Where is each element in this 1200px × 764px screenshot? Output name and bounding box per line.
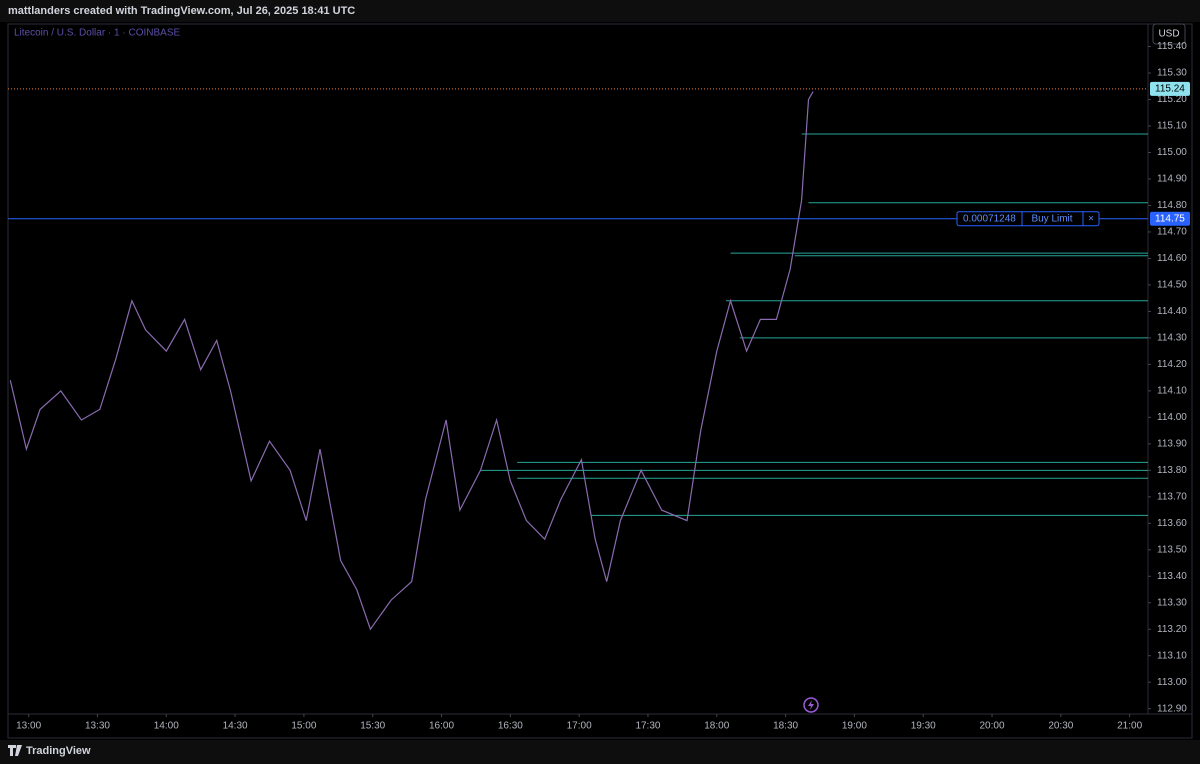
y-tick-label: 114.40	[1157, 306, 1187, 317]
chart-frame	[7, 23, 1193, 739]
y-tick-label: 115.20	[1157, 94, 1187, 105]
y-tick-label: 114.70	[1157, 227, 1187, 238]
y-tick-label: 114.30	[1157, 333, 1187, 344]
y-tick-label: 114.20	[1157, 359, 1187, 370]
y-tick-label: 115.40	[1157, 41, 1187, 52]
y-tick-label: 113.10	[1157, 650, 1187, 661]
price-line	[9, 91, 814, 631]
y-tick-label: 114.90	[1157, 174, 1187, 185]
x-tick-label: 20:30	[1048, 721, 1073, 732]
x-tick-label: 16:30	[498, 721, 523, 732]
event-icon-bolt	[808, 700, 814, 710]
order-price-box	[1150, 211, 1190, 226]
order-cancel[interactable]: ×	[1088, 213, 1094, 224]
x-tick-label: 19:30	[911, 721, 936, 732]
chart-title: Litecoin / U.S. Dollar · 1 · COINBASE	[14, 28, 180, 39]
x-tick-label: 21:00	[1117, 721, 1142, 732]
event-icon[interactable]	[803, 697, 819, 713]
x-tick-label: 13:00	[16, 721, 41, 732]
logo	[8, 745, 22, 756]
y-tick-label: 113.40	[1157, 571, 1187, 582]
y-tick-label: 115.00	[1157, 147, 1187, 158]
x-tick-label: 16:00	[429, 721, 454, 732]
y-tick-label: 114.60	[1157, 253, 1187, 264]
y-tick-label: 113.90	[1157, 438, 1187, 449]
currency-button[interactable]	[1152, 23, 1186, 45]
y-tick-label: 114.00	[1157, 412, 1187, 423]
x-tick-label: 14:30	[223, 721, 248, 732]
y-tick-label: 114.80	[1157, 200, 1187, 211]
y-tick-label: 113.60	[1157, 518, 1187, 529]
y-tick-label: 113.30	[1157, 597, 1187, 608]
x-tick-label: 17:00	[567, 721, 592, 732]
y-tick-label: 113.50	[1157, 544, 1187, 555]
y-tick-label: 112.90	[1157, 703, 1187, 714]
order-quantity: 0.00071248	[963, 213, 1016, 224]
y-tick-label: 114.10	[1157, 386, 1187, 397]
x-tick-label: 13:30	[85, 721, 110, 732]
x-tick-label: 14:00	[154, 721, 179, 732]
footer: TradingView	[26, 745, 91, 757]
y-tick-label: 115.30	[1157, 68, 1187, 79]
x-tick-label: 18:30	[773, 721, 798, 732]
y-tick-label: 113.80	[1157, 465, 1187, 476]
order-type: Buy Limit	[1031, 213, 1072, 224]
x-tick-label: 15:00	[291, 721, 316, 732]
y-tick-label: 115.10	[1157, 121, 1187, 132]
header: mattlanders created with TradingView.com…	[8, 5, 355, 17]
currency: USD	[1158, 29, 1179, 40]
order-price-label: 114.75	[1155, 213, 1185, 224]
y-tick-label: 114.50	[1157, 280, 1187, 291]
last-price-label: 115.24	[1155, 84, 1185, 95]
footer-bar	[0, 740, 1200, 764]
last-price-box	[1150, 81, 1190, 96]
y-tick-label: 113.00	[1157, 677, 1187, 688]
x-tick-label: 20:00	[980, 721, 1005, 732]
y-tick-label: 113.20	[1157, 624, 1187, 635]
order-box	[956, 211, 1100, 227]
x-tick-label: 17:30	[635, 721, 660, 732]
x-tick-label: 19:00	[842, 721, 867, 732]
y-tick-label: 113.70	[1157, 491, 1187, 502]
x-tick-label: 15:30	[360, 721, 385, 732]
x-tick-label: 18:00	[704, 721, 729, 732]
header-bar	[0, 0, 1200, 22]
